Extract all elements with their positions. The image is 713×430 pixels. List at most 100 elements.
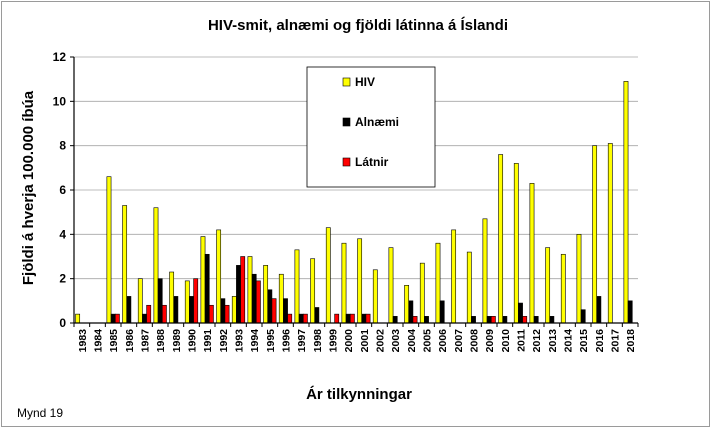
bar-l-tnir-1993 <box>240 256 246 324</box>
bar-aln-mi-2018 <box>627 300 633 324</box>
x-tick-label: 1991 <box>202 329 214 353</box>
x-tick-label: 1993 <box>234 329 246 353</box>
bar-hiv-1987 <box>137 278 143 324</box>
bar-l-tnir-1995 <box>271 298 277 324</box>
x-tick-label: 2009 <box>484 329 496 353</box>
bar-l-tnir-1997 <box>302 313 308 324</box>
bar-l-tnir-2001 <box>365 313 371 324</box>
legend-label-l-tnir: Látnir <box>355 155 389 169</box>
bar-hiv-2015 <box>576 234 582 324</box>
x-tick-label: 1992 <box>218 329 230 353</box>
bar-aln-mi-1998 <box>314 307 320 324</box>
bar-hiv-2005 <box>419 262 425 324</box>
x-axis-label: Ár tilkynningar <box>306 386 412 403</box>
x-tick-label: 1997 <box>296 329 308 353</box>
bar-l-tnir-1991 <box>208 304 214 324</box>
x-tick-label: 1996 <box>281 329 293 353</box>
x-tick-label: 1987 <box>140 329 152 353</box>
bar-aln-mi-1989 <box>173 296 179 324</box>
bars-group <box>75 81 633 324</box>
y-tick-label: 4 <box>59 227 66 241</box>
bar-l-tnir-2004 <box>412 316 418 324</box>
x-tick-label: 1999 <box>328 329 340 353</box>
bar-aln-mi-2009 <box>486 316 492 324</box>
bar-aln-mi-2000 <box>345 313 351 324</box>
bar-hiv-1985 <box>106 176 112 324</box>
bar-l-tnir-1988 <box>161 304 167 324</box>
bar-aln-mi-1987 <box>142 313 147 324</box>
x-tick-label: 2018 <box>625 329 637 353</box>
bar-aln-mi-2013 <box>549 316 555 324</box>
x-tick-label: 2007 <box>453 329 465 353</box>
y-axis-label: Fjöldi á hverja 100.000 íbúa <box>20 90 37 285</box>
bar-hiv-2008 <box>466 251 472 324</box>
bar-l-tnir-1987 <box>146 304 152 324</box>
bar-aln-mi-1996 <box>283 298 288 324</box>
y-tick-label: 8 <box>59 139 66 153</box>
bar-aln-mi-2001 <box>361 313 367 324</box>
legend-label-hiv: HIV <box>355 75 375 89</box>
x-tick-label: 1998 <box>312 329 324 353</box>
x-tick-label: 2002 <box>375 329 387 353</box>
x-tick-label: 2016 <box>594 329 606 353</box>
bar-hiv-1983 <box>75 313 81 324</box>
x-tick-label: 1985 <box>108 329 120 353</box>
bar-l-tnir-1996 <box>287 313 293 324</box>
axes-group <box>70 56 639 327</box>
bar-l-tnir-2000 <box>349 313 355 324</box>
bar-hiv-2012 <box>529 183 535 324</box>
y-tick-label: 6 <box>59 183 66 197</box>
bar-aln-mi-2004 <box>408 300 414 324</box>
y-tick-label: 12 <box>53 50 67 64</box>
bar-hiv-1999 <box>325 227 331 324</box>
legend: HIV Alnæmi Látnir <box>306 66 436 188</box>
bar-hiv-1993 <box>231 296 237 324</box>
bar-hiv-1995 <box>263 265 269 324</box>
y-tick-labels: 0 2 4 6 8 10 12 <box>53 50 67 330</box>
bar-l-tnir-1985 <box>114 313 120 324</box>
x-tick-label: 2015 <box>578 329 590 353</box>
bar-hiv-1996 <box>278 273 284 324</box>
bar-aln-mi-2016 <box>596 296 602 324</box>
y-tick-label: 10 <box>53 94 67 108</box>
x-tick-labels: 1983 1984 1985 1986 1987 1988 1989 1990 1991 1992… <box>77 329 637 353</box>
legend-swatch-hiv <box>342 77 351 87</box>
figure-label: Mynd 19 <box>17 406 63 420</box>
bar-aln-mi-2015 <box>580 309 586 324</box>
bar-hiv-2009 <box>482 218 488 324</box>
bar-aln-mi-2006 <box>439 300 445 324</box>
bar-hiv-2017 <box>607 143 613 324</box>
x-tick-label: 2011 <box>516 329 528 352</box>
x-tick-label: 2006 <box>437 329 449 353</box>
x-tick-label: 2012 <box>531 329 543 353</box>
bar-aln-mi-1986 <box>126 296 132 324</box>
x-tick-label: 1983 <box>77 329 89 353</box>
bar-hiv-2014 <box>560 253 566 324</box>
bar-aln-mi-2008 <box>471 316 476 324</box>
bar-hiv-1997 <box>294 249 300 324</box>
bar-hiv-1991 <box>200 236 206 324</box>
x-tick-label: 1984 <box>93 329 105 353</box>
x-tick-label: 1986 <box>124 329 136 353</box>
bar-aln-mi-1993 <box>236 265 241 324</box>
x-tick-label: 2010 <box>500 329 512 353</box>
bar-hiv-2018 <box>623 81 629 324</box>
y-tick-label: 2 <box>59 272 66 286</box>
bar-hiv-2002 <box>372 269 378 324</box>
bar-hiv-2016 <box>592 145 598 324</box>
x-tick-label: 2013 <box>547 329 559 353</box>
bar-aln-mi-2011 <box>518 302 523 324</box>
chart-title: HIV-smit, alnæmi og fjöldi látinna á Ísl… <box>208 17 508 34</box>
bar-l-tnir-2011 <box>522 316 528 324</box>
bar-hiv-2013 <box>545 247 551 324</box>
bar-hiv-2006 <box>435 242 441 324</box>
bar-aln-mi-1992 <box>220 298 226 324</box>
bar-hiv-1990 <box>184 280 190 324</box>
bar-aln-mi-2005 <box>424 316 429 324</box>
legend-box <box>306 66 436 188</box>
bar-hiv-2007 <box>451 229 457 324</box>
bar-hiv-2010 <box>498 154 504 324</box>
bar-aln-mi-2010 <box>502 316 508 324</box>
x-tick-label: 2005 <box>422 329 434 353</box>
x-tick-label: 1994 <box>249 329 261 353</box>
